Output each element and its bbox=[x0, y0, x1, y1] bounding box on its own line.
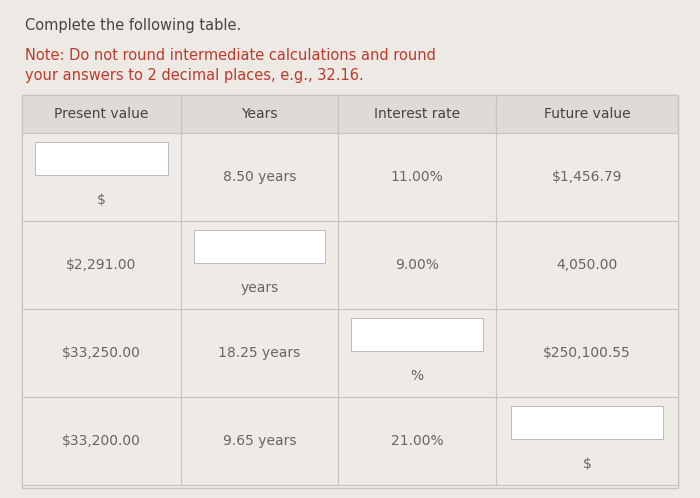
Text: Present value: Present value bbox=[55, 107, 148, 121]
Bar bbox=[22, 309, 181, 397]
Text: 18.25 years: 18.25 years bbox=[218, 346, 300, 360]
Bar bbox=[496, 95, 678, 133]
Text: $33,200.00: $33,200.00 bbox=[62, 434, 141, 448]
Text: 9.65 years: 9.65 years bbox=[223, 434, 296, 448]
Bar bbox=[22, 397, 181, 485]
Text: %: % bbox=[410, 370, 424, 383]
Text: Future value: Future value bbox=[544, 107, 630, 121]
Bar bbox=[22, 221, 181, 309]
Text: $: $ bbox=[582, 457, 592, 472]
Text: $250,100.55: $250,100.55 bbox=[543, 346, 631, 360]
Bar bbox=[338, 397, 496, 485]
Text: $2,291.00: $2,291.00 bbox=[66, 258, 136, 272]
Bar bbox=[35, 142, 168, 175]
Bar bbox=[338, 309, 496, 397]
Bar bbox=[338, 221, 496, 309]
Bar bbox=[496, 397, 678, 485]
Text: Years: Years bbox=[241, 107, 278, 121]
Bar bbox=[496, 221, 678, 309]
Text: 11.00%: 11.00% bbox=[391, 170, 443, 184]
Text: 21.00%: 21.00% bbox=[391, 434, 443, 448]
Bar bbox=[496, 133, 678, 221]
Text: $1,456.79: $1,456.79 bbox=[552, 170, 622, 184]
Bar bbox=[181, 95, 338, 133]
Bar bbox=[194, 230, 326, 263]
Bar bbox=[181, 133, 338, 221]
Bar bbox=[351, 318, 484, 351]
Text: Complete the following table.: Complete the following table. bbox=[25, 18, 242, 33]
Text: 8.50 years: 8.50 years bbox=[223, 170, 296, 184]
Text: $33,250.00: $33,250.00 bbox=[62, 346, 141, 360]
Bar bbox=[338, 95, 496, 133]
Bar bbox=[22, 133, 181, 221]
Bar bbox=[181, 221, 338, 309]
Text: your answers to 2 decimal places, e.g., 32.16.: your answers to 2 decimal places, e.g., … bbox=[25, 68, 364, 83]
Bar bbox=[181, 397, 338, 485]
Bar bbox=[496, 309, 678, 397]
Text: years: years bbox=[240, 281, 279, 295]
Bar bbox=[510, 406, 664, 439]
Text: 9.00%: 9.00% bbox=[395, 258, 439, 272]
Bar bbox=[338, 133, 496, 221]
Bar bbox=[181, 309, 338, 397]
Text: $: $ bbox=[97, 193, 106, 207]
Text: Note: Do not round intermediate calculations and round: Note: Do not round intermediate calculat… bbox=[25, 48, 436, 63]
Text: Interest rate: Interest rate bbox=[374, 107, 460, 121]
Text: 4,050.00: 4,050.00 bbox=[556, 258, 617, 272]
Bar bbox=[22, 95, 181, 133]
Bar bbox=[22, 95, 678, 488]
